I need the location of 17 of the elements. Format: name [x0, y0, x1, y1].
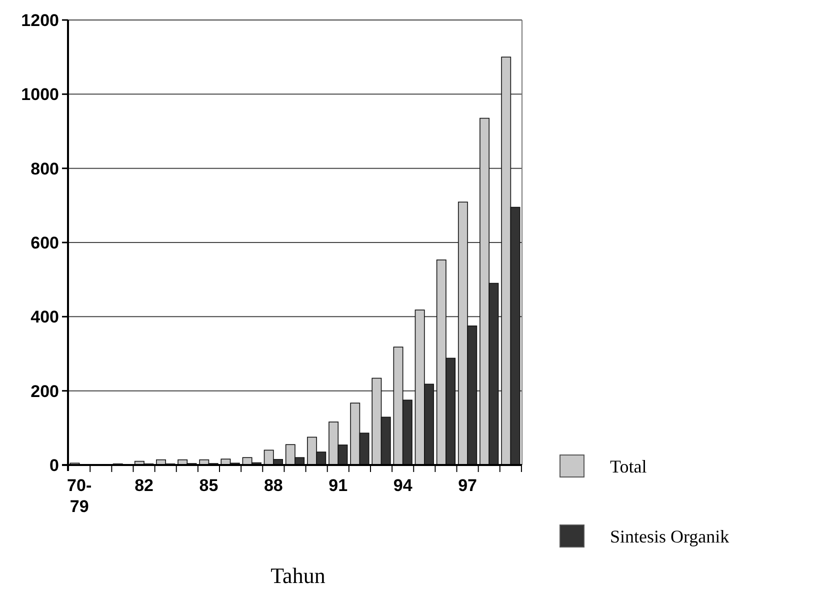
y-tick-label: 600 — [30, 233, 59, 252]
y-tick-label: 400 — [30, 308, 59, 327]
y-tick-label: 1200 — [21, 10, 59, 30]
x-tick-label: 97 — [458, 476, 478, 495]
y-tick-label: 1000 — [21, 85, 59, 104]
x-tick-label: 88 — [264, 476, 283, 495]
x-axis-title: Tahun — [270, 563, 326, 588]
x-tick-label: 91 — [328, 476, 348, 495]
legend-label: Sintesis Organik — [610, 526, 730, 546]
x-tick-label: 94 — [393, 476, 413, 495]
legend-label: Total — [610, 456, 647, 476]
y-tick-label: 800 — [30, 159, 59, 178]
y-tick-label: 0 — [50, 456, 59, 475]
x-tick-label: 82 — [134, 476, 154, 495]
x-tick-label: 85 — [199, 476, 218, 495]
y-tick-label: 200 — [30, 382, 59, 401]
x-tick-label: 70- 79 — [67, 476, 92, 516]
